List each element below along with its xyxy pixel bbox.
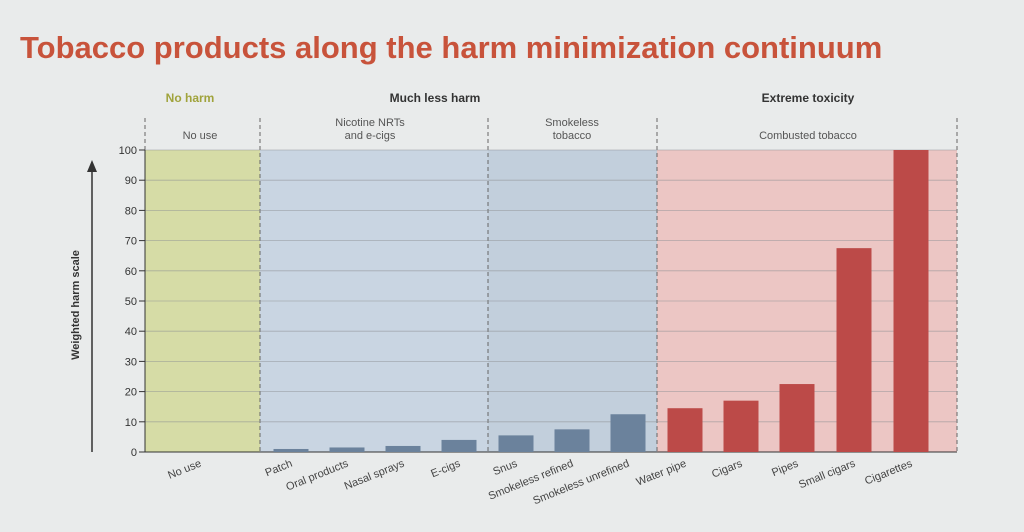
bar-nasal-sprays [385,445,421,452]
bar-smokeless-unrefined [610,414,646,452]
bar-patch [273,448,309,452]
y-tick-label: 50 [125,296,137,308]
y-tick-label: 100 [119,145,137,157]
zone-sublabel-2-0: Smokeless [545,117,599,129]
bar-cigars [723,400,759,452]
y-tick-label: 80 [125,205,137,217]
bar-oral-products [329,447,365,452]
zone-sublabel-2-1: tobacco [553,130,592,142]
y-tick-label: 0 [131,447,137,459]
bar-cigarettes [893,150,929,452]
y-tick-label: 10 [125,417,137,429]
zone-heading-3: Extreme toxicity [762,91,855,105]
y-tick-label: 70 [125,236,137,248]
zone-sublabel-3-0: Combusted tobacco [759,130,857,142]
bar-snus [498,435,534,452]
zone-sublabel-0-0: No use [183,130,218,142]
y-tick-label: 90 [125,175,137,187]
x-tick-label: Water pipe [635,458,688,489]
y-tick-label: 20 [125,387,137,399]
zone-sublabel-1-1: and e-cigs [345,130,396,142]
x-tick-label: Cigars [710,457,744,480]
x-tick-label: Oral products [284,457,350,493]
x-tick-label: Snus [491,457,519,478]
y-tick-label: 40 [125,326,137,338]
y-tick-label: 60 [125,266,137,278]
y-axis-arrow-head [87,160,97,172]
x-tick-label: Small cigars [797,457,858,491]
x-tick-label: E-cigs [429,457,462,480]
zone-sublabel-1-0: Nicotine NRTs [335,117,405,129]
bar-smokeless-refined [554,429,590,452]
slide-title: Tobacco products along the harm minimiza… [20,30,883,65]
x-tick-label: No use [166,458,203,482]
bar-e-cigs [441,439,477,452]
y-tick-label: 30 [125,356,137,368]
zone-heading-0: No harm [166,91,215,105]
y-axis-label: Weighted harm scale [70,250,82,360]
x-tick-label: Cigarettes [863,457,914,487]
zone-heading-1: Much less harm [390,91,481,105]
x-tick-label: Nasal sprays [343,457,407,492]
x-tick-label: Smokeless unrefined [531,458,631,508]
bar-small-cigars [836,248,872,452]
bar-water-pipe [667,408,703,452]
x-tick-label: Pipes [770,457,800,479]
x-tick-label: Patch [264,458,295,480]
bar-pipes [779,384,815,452]
